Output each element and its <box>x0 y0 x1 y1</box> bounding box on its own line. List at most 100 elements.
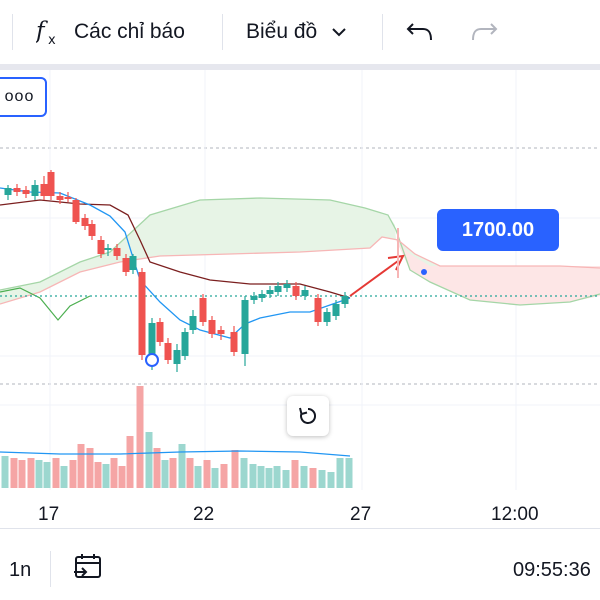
chart-pane[interactable]: 17 22 27 12:00 <box>0 70 600 528</box>
candle-body <box>266 290 274 294</box>
candle-body <box>332 304 340 316</box>
chart-type-dropdown[interactable]: Biểu đồ <box>246 0 347 64</box>
indicators-button[interactable]: f x Các chỉ báo <box>36 0 185 64</box>
reset-chart-button[interactable] <box>287 396 329 436</box>
candle-body <box>323 312 331 322</box>
volume-bar <box>102 464 110 488</box>
volume-bar <box>300 466 308 488</box>
chart-type-label: Biểu đồ <box>246 20 318 43</box>
candle-body <box>217 330 225 334</box>
candle-body <box>47 172 55 196</box>
time-tick-label: 12:00 <box>491 504 539 525</box>
volume-bar <box>118 466 126 488</box>
volume-bar <box>345 458 353 488</box>
candle-body <box>241 300 249 354</box>
candle-body <box>148 323 156 366</box>
toolbar-divider <box>382 14 383 50</box>
volume-bar <box>69 460 77 488</box>
volume-bar <box>126 436 134 488</box>
volume-bar <box>77 444 85 488</box>
volume-bar <box>169 458 177 488</box>
candle-body <box>199 298 207 322</box>
price-chart[interactable]: 17 22 27 12:00 <box>0 70 600 528</box>
volume-bars <box>1 386 353 488</box>
top-toolbar: f x Các chỉ báo Biểu đồ <box>0 0 600 64</box>
candle-body <box>250 296 258 300</box>
undo-button[interactable] <box>405 0 435 64</box>
candle-body <box>122 258 130 272</box>
volume-bar <box>136 386 144 488</box>
volume-bar <box>240 458 248 488</box>
volume-bar <box>318 470 326 488</box>
candle-body <box>40 184 48 196</box>
candles <box>4 170 349 372</box>
price-label[interactable]: 1700.00 <box>437 209 559 251</box>
candle-body <box>97 240 105 254</box>
volume-bar <box>27 458 35 488</box>
chevron-down-icon <box>331 27 347 37</box>
time-tick-label: 17 <box>38 504 59 525</box>
volume-bar <box>110 458 118 488</box>
more-options-button[interactable]: ooo <box>0 77 47 117</box>
volume-bar <box>291 460 299 488</box>
volume-bar <box>86 448 94 488</box>
time-tick-label: 22 <box>193 504 214 525</box>
volume-bar <box>336 458 344 488</box>
volume-bar <box>10 458 18 488</box>
candle-body <box>283 284 291 288</box>
redo-button[interactable] <box>469 0 499 64</box>
time-axis: 17 22 27 12:00 <box>38 504 539 525</box>
candle-body <box>88 224 96 236</box>
volume-bar <box>153 448 161 488</box>
volume-bar <box>257 466 265 488</box>
candle-body <box>64 197 72 199</box>
volume-bar <box>220 464 228 488</box>
lagging-span <box>0 287 91 321</box>
volume-bar <box>43 462 51 488</box>
volume-bar <box>35 460 43 488</box>
toolbar-separator <box>0 64 600 70</box>
forecast-arrow <box>349 228 427 297</box>
candle-body <box>4 188 12 195</box>
candle-body <box>274 286 282 292</box>
svg-text:f: f <box>36 18 48 44</box>
candle-body <box>189 316 197 330</box>
volume-bar <box>265 468 273 488</box>
candle-body <box>230 332 238 352</box>
volume-bar <box>52 458 60 488</box>
candle-body <box>104 248 112 250</box>
candle-body <box>341 296 349 304</box>
time-tick-label: 27 <box>350 504 371 525</box>
selected-point-marker <box>145 353 159 367</box>
volume-bar <box>327 472 335 488</box>
candle-body <box>56 196 64 200</box>
volume-bar <box>186 458 194 488</box>
interval-button[interactable]: 1n <box>9 559 32 581</box>
volume-bar <box>309 468 317 488</box>
volume-bar <box>18 460 26 488</box>
candle-body <box>314 298 322 322</box>
calendar-goto-icon[interactable] <box>72 551 106 590</box>
candle-body <box>156 322 164 342</box>
candle-body <box>13 188 21 192</box>
candle-body <box>301 290 309 296</box>
fx-icon: f x <box>36 17 64 47</box>
price-label-text: 1700.00 <box>461 218 535 241</box>
candle-body <box>72 200 80 222</box>
baseline-line <box>0 199 351 299</box>
volume-bar <box>203 460 211 488</box>
indicators-label: Các chỉ báo <box>74 20 185 43</box>
candle-body <box>181 332 189 356</box>
candle-body <box>208 320 216 334</box>
reset-icon <box>297 405 319 427</box>
conversion-line <box>0 187 351 339</box>
candle-body <box>292 286 300 296</box>
candle-body <box>129 256 137 270</box>
volume-bar <box>145 432 153 488</box>
volume-bar <box>211 468 219 488</box>
candle-body <box>138 272 146 355</box>
bottom-toolbar: 1n 09:55:36 <box>0 528 600 600</box>
toolbar-divider <box>50 551 51 587</box>
volume-bar <box>161 460 169 488</box>
volume-bar <box>94 462 102 488</box>
